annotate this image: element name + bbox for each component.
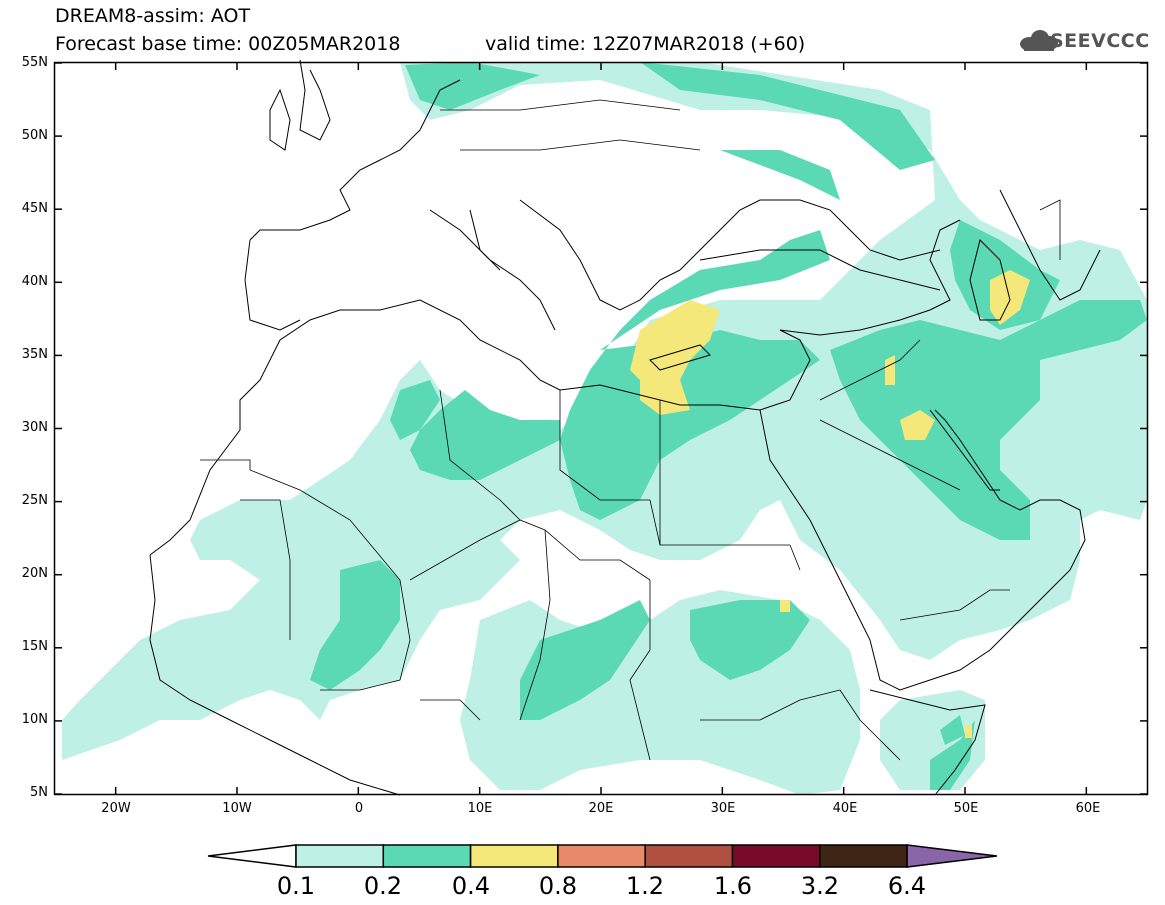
map-frame bbox=[53, 61, 1149, 796]
lat-label-35n: 35N bbox=[21, 347, 48, 362]
lat-label-30n: 30N bbox=[21, 420, 48, 435]
lon-label-40e: 40E bbox=[832, 801, 858, 816]
lon-label-30e: 30E bbox=[710, 801, 736, 816]
base-time-label: Forecast base time: 00Z05MAR2018 bbox=[55, 33, 401, 55]
lon-label-0: 0 bbox=[354, 801, 364, 816]
map-title: DREAM8-assim: AOT bbox=[55, 5, 251, 27]
lon-label-10w: 10W bbox=[222, 801, 252, 816]
lon-label-50e: 50E bbox=[953, 801, 979, 816]
colorbar-label-0-2: 0.2 bbox=[363, 872, 403, 900]
coastlines bbox=[149, 59, 1101, 796]
aot-shading bbox=[62, 62, 1147, 795]
logo-text: SEEVCCC bbox=[1050, 30, 1150, 52]
lon-label-60e: 60E bbox=[1075, 801, 1101, 816]
colorbar-label-3-2: 3.2 bbox=[800, 872, 840, 900]
colorbar-label-0-8: 0.8 bbox=[538, 872, 578, 900]
lon-label-10e: 10E bbox=[467, 801, 493, 816]
colorbar-label-6-4: 6.4 bbox=[887, 872, 927, 900]
borders bbox=[200, 99, 1061, 761]
lat-label-10n: 10N bbox=[21, 712, 48, 727]
colorbar-label-1-6: 1.6 bbox=[713, 872, 753, 900]
colorbar-label-1-2: 1.2 bbox=[625, 872, 665, 900]
seevccc-logo bbox=[1020, 30, 1058, 51]
cloud-icon bbox=[1020, 30, 1058, 51]
colorbar-label-0-1: 0.1 bbox=[276, 872, 316, 900]
lat-label-20n: 20N bbox=[21, 566, 48, 581]
lon-label-20e: 20E bbox=[588, 801, 614, 816]
lon-label-20w: 20W bbox=[101, 801, 131, 816]
lat-label-25n: 25N bbox=[21, 493, 48, 508]
lat-label-15n: 15N bbox=[21, 639, 48, 654]
lat-label-45n: 45N bbox=[21, 201, 48, 216]
valid-time-label: valid time: 12Z07MAR2018 (+60) bbox=[485, 33, 806, 55]
tick-marks bbox=[55, 62, 1147, 795]
lat-label-40n: 40N bbox=[21, 274, 48, 289]
colorbar-label-0-4: 0.4 bbox=[451, 872, 491, 900]
lat-label-55n: 55N bbox=[21, 55, 48, 70]
lat-label-50n: 50N bbox=[21, 128, 48, 143]
lat-label-5n: 5N bbox=[30, 785, 48, 800]
